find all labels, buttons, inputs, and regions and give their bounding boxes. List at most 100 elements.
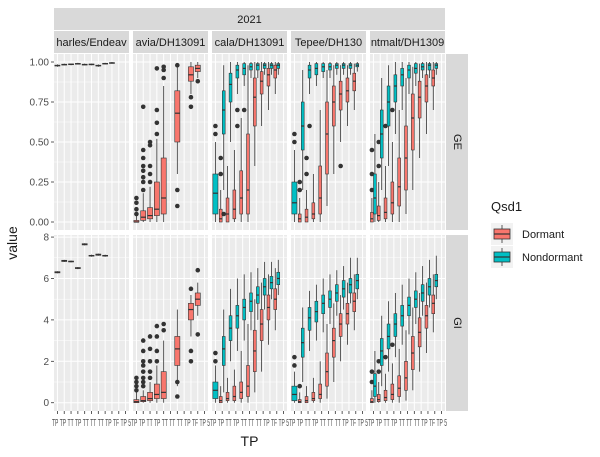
- outlier-point: [188, 286, 194, 292]
- outlier-point: [154, 131, 160, 137]
- box-dormant: [160, 321, 167, 403]
- outlier-point: [134, 383, 139, 389]
- box-nondormant: [249, 62, 253, 78]
- box-nondormant: [269, 261, 274, 300]
- outlier-point: [140, 147, 146, 153]
- box-nondormant: [341, 266, 346, 310]
- box-nondormant: [228, 288, 233, 362]
- box-dormant: [325, 324, 329, 399]
- box-iqr: [307, 307, 312, 331]
- box-dormant: [75, 267, 81, 270]
- outlier-point: [140, 163, 146, 169]
- box-iqr: [218, 396, 223, 404]
- box-iqr: [335, 63, 339, 69]
- column-strip: [133, 31, 208, 53]
- outlier-point: [369, 369, 375, 374]
- box-iqr: [411, 93, 415, 151]
- column-strip-label: harles/Endeav: [56, 37, 127, 49]
- box-dormant: [154, 66, 160, 222]
- box-iqr: [373, 173, 377, 215]
- row-strip-label: GE: [451, 134, 463, 150]
- box-iqr: [188, 66, 194, 82]
- box-nondormant: [314, 284, 319, 341]
- box-dormant: [376, 359, 382, 403]
- box-nondormant: [335, 62, 339, 75]
- box-nondormant: [355, 257, 360, 300]
- outlier-point: [140, 104, 146, 110]
- box-nondormant: [291, 354, 298, 403]
- box-iqr: [291, 385, 298, 401]
- outlier-point: [369, 147, 375, 153]
- box-dormant: [266, 62, 271, 110]
- column-strip: [212, 31, 287, 53]
- outlier-point: [383, 354, 388, 360]
- outlier-point: [147, 359, 153, 364]
- row-strip-label: GI: [451, 317, 463, 329]
- outlier-point: [221, 211, 227, 217]
- box-dormant: [266, 274, 271, 345]
- box-nondormant: [420, 266, 425, 316]
- box-dormant: [194, 62, 201, 84]
- box-dormant: [95, 64, 102, 67]
- box-dormant: [81, 243, 88, 246]
- box-dormant: [61, 63, 68, 66]
- x-axis-title: TP: [241, 433, 259, 449]
- box-dormant: [259, 282, 264, 372]
- outlier-point: [304, 171, 309, 177]
- box-iqr: [259, 71, 264, 95]
- outlier-point: [147, 179, 153, 185]
- panel-GI-col1: [133, 267, 201, 404]
- box-nondormant: [235, 278, 240, 351]
- y-tick-label: 8: [43, 233, 49, 244]
- panel-GE-col3: [291, 62, 360, 223]
- outlier-point: [140, 338, 146, 343]
- box-nondormant: [212, 123, 219, 222]
- row-strips: GE GI: [446, 54, 468, 411]
- box-nondormant: [434, 255, 439, 300]
- box-nondormant: [262, 261, 267, 310]
- box-iqr: [174, 90, 181, 143]
- box-dormant: [404, 330, 408, 401]
- box-nondormant: [341, 62, 346, 75]
- box-nondormant: [307, 62, 312, 129]
- box-iqr: [407, 64, 411, 79]
- box-dormant: [318, 361, 322, 403]
- box-dormant: [109, 62, 115, 64]
- outlier-point: [140, 369, 146, 374]
- box-nondormant: [300, 307, 305, 383]
- box-nondormant: [235, 62, 240, 129]
- box-nondormant: [414, 272, 418, 325]
- outlier-point: [218, 171, 224, 177]
- box-iqr: [397, 157, 401, 207]
- box-dormant: [311, 377, 316, 403]
- row-strip: [446, 54, 468, 230]
- box-iqr: [154, 181, 160, 216]
- box-iqr: [246, 365, 250, 397]
- outlier-point: [195, 332, 201, 337]
- box-nondormant: [276, 62, 281, 75]
- box-iqr: [235, 305, 240, 329]
- box-dormant: [383, 354, 388, 403]
- box-iqr: [256, 63, 260, 71]
- box-dormant: [411, 66, 415, 190]
- outlier-point: [140, 155, 146, 161]
- box-dormant: [273, 62, 278, 94]
- panel-GE-col2: [212, 62, 281, 223]
- box-dormant: [273, 268, 278, 331]
- box-dormant: [194, 267, 201, 337]
- box-dormant: [225, 377, 230, 403]
- box-iqr: [221, 336, 226, 366]
- box-iqr: [140, 396, 147, 402]
- x-tick-labels: TP TP TT TP TT TT TT TP TF TP 5: [210, 418, 289, 429]
- outlier-point: [175, 203, 180, 209]
- box-dormant: [239, 118, 243, 222]
- box-dormant: [68, 260, 74, 263]
- box-dormant: [88, 254, 95, 257]
- outlier-point: [241, 107, 247, 113]
- outlier-point: [147, 163, 153, 169]
- box-dormant: [431, 274, 436, 333]
- box-iqr: [352, 292, 357, 312]
- outlier-point: [140, 174, 146, 180]
- outlier-point: [140, 359, 146, 364]
- box-nondormant: [335, 270, 339, 316]
